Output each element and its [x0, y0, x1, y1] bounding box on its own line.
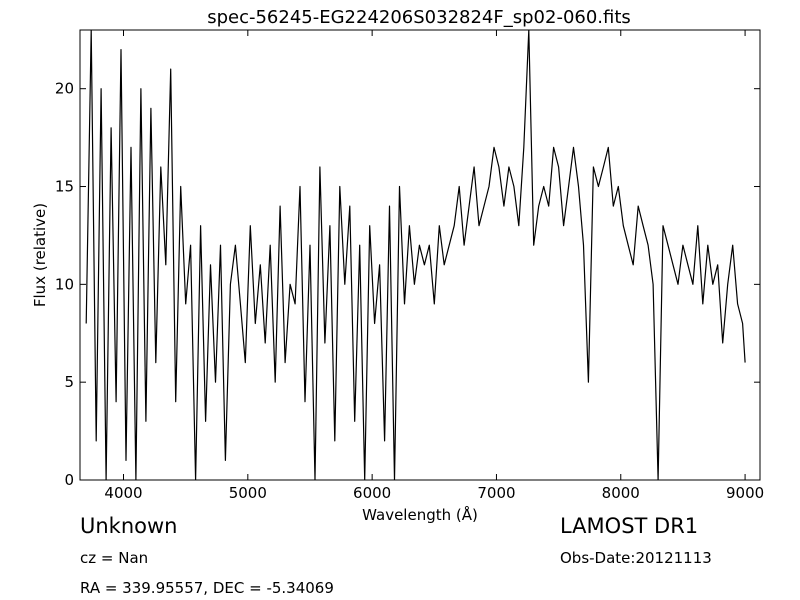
- y-tick-label: 15: [55, 178, 74, 196]
- axis-ticks: 4000 5000 6000 7000 8000 9000 0 5 10 15 20: [55, 30, 764, 502]
- x-axis-label: Wavelength (Å): [362, 505, 478, 524]
- x-tick-label: 9000: [726, 484, 764, 502]
- x-tick-label: 5000: [229, 484, 267, 502]
- y-axis-label: Flux (relative): [31, 203, 49, 307]
- object-name: Unknown: [80, 514, 178, 538]
- y-tick-label: 0: [64, 471, 74, 489]
- survey-name: LAMOST DR1: [560, 514, 699, 538]
- coordinates-text: RA = 339.95557, DEC = -5.34069: [80, 579, 334, 597]
- x-tick-label: 8000: [602, 484, 640, 502]
- spectrum-line-0: [85, 30, 746, 480]
- plot-area: [85, 30, 746, 480]
- chart-title: spec-56245-EG224206S032824F_sp02-060.fit…: [207, 7, 631, 28]
- redshift-text: cz = Nan: [80, 549, 149, 567]
- y-tick-label: 5: [64, 373, 74, 391]
- x-tick-label: 4000: [104, 484, 142, 502]
- axes-frame: [79, 29, 761, 481]
- y-tick-label: 20: [55, 80, 74, 98]
- x-tick-label: 7000: [477, 484, 515, 502]
- y-tick-label: 10: [55, 275, 74, 293]
- observation-date: Obs-Date:20121113: [560, 549, 712, 567]
- x-tick-label: 6000: [353, 484, 391, 502]
